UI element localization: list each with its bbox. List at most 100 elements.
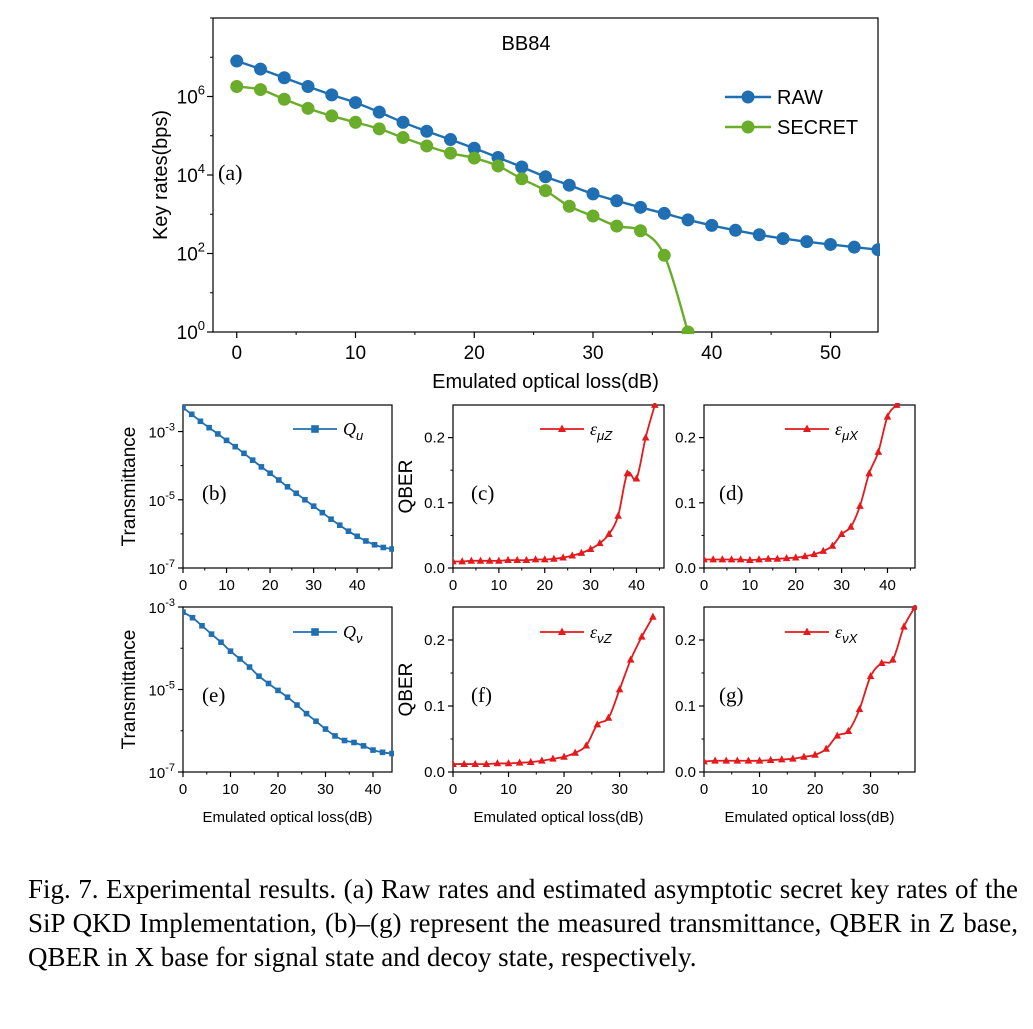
legend-label: RAW bbox=[777, 87, 823, 109]
data-point bbox=[396, 115, 410, 129]
legend-marker bbox=[311, 425, 319, 433]
legend-marker bbox=[558, 424, 566, 433]
series-raw bbox=[230, 54, 880, 257]
data-point bbox=[562, 178, 576, 192]
data-point bbox=[871, 243, 880, 257]
data-point bbox=[856, 501, 864, 509]
series-line bbox=[704, 403, 901, 562]
data-point bbox=[559, 553, 567, 561]
data-point bbox=[310, 503, 317, 509]
data-point bbox=[319, 509, 326, 516]
data-point bbox=[705, 218, 719, 232]
data-point bbox=[420, 139, 434, 153]
x-tick-label: 10 bbox=[491, 577, 508, 594]
x-tick-label: 10 bbox=[751, 781, 768, 798]
panel-label: (e) bbox=[202, 683, 225, 707]
data-point bbox=[227, 648, 234, 654]
x-tick-label: 20 bbox=[787, 577, 804, 594]
data-point bbox=[301, 101, 315, 115]
x-tick-label: 30 bbox=[582, 343, 603, 364]
data-point bbox=[729, 223, 742, 237]
data-point bbox=[822, 744, 830, 752]
data-point bbox=[336, 522, 343, 528]
data-point bbox=[892, 403, 901, 408]
data-point bbox=[604, 713, 613, 721]
panel-label: (b) bbox=[202, 481, 227, 505]
data-point bbox=[467, 556, 476, 564]
y-tick-label: 0.1 bbox=[675, 495, 696, 512]
data-point bbox=[877, 658, 886, 666]
x-tick-label: 40 bbox=[701, 343, 722, 364]
data-point bbox=[681, 325, 695, 334]
data-point bbox=[246, 664, 253, 670]
data-point bbox=[275, 687, 281, 694]
data-point bbox=[586, 544, 595, 552]
data-point bbox=[874, 447, 883, 455]
data-point bbox=[284, 484, 291, 490]
data-point bbox=[614, 511, 622, 519]
legend-label: Qu bbox=[343, 419, 363, 443]
y-tick-label: 10-3 bbox=[149, 597, 175, 617]
figure-caption: Fig. 7. Experimental results. (a) Raw ra… bbox=[28, 874, 1018, 972]
series-c bbox=[453, 403, 659, 565]
data-point bbox=[531, 555, 540, 563]
data-point bbox=[493, 759, 502, 767]
panel-label: (c) bbox=[471, 481, 494, 505]
data-point bbox=[582, 741, 591, 749]
data-point bbox=[828, 541, 837, 549]
data-point bbox=[883, 412, 892, 420]
data-point bbox=[837, 529, 846, 537]
data-point bbox=[615, 685, 624, 693]
x-tick-label: 40 bbox=[349, 577, 366, 594]
x-tick-label: 20 bbox=[464, 343, 485, 364]
x-tick-label: 10 bbox=[500, 781, 517, 798]
data-point bbox=[254, 62, 267, 76]
y-tick-label: 0.2 bbox=[675, 430, 696, 447]
data-point bbox=[254, 83, 267, 97]
x-tick-label: 30 bbox=[317, 781, 334, 798]
panel-label: (a) bbox=[218, 160, 242, 185]
data-point bbox=[746, 555, 754, 564]
data-point bbox=[351, 739, 357, 746]
data-point bbox=[223, 437, 230, 444]
panel-g: 0 10 20 30 0.0 0.1 0.2 Emulated optical loss(dB… bbox=[675, 605, 917, 826]
legend-label: Qν bbox=[343, 622, 363, 646]
data-point bbox=[764, 554, 772, 562]
data-point bbox=[610, 194, 624, 208]
data-point bbox=[889, 655, 897, 663]
x-tick-label: 0 bbox=[179, 577, 187, 594]
data-point bbox=[596, 538, 604, 547]
x-tick-label: 40 bbox=[879, 577, 896, 594]
data-point bbox=[482, 759, 491, 767]
data-point bbox=[571, 748, 579, 756]
x-tick-label: 20 bbox=[536, 577, 553, 594]
data-point bbox=[249, 457, 256, 463]
data-point bbox=[183, 404, 186, 411]
data-point bbox=[526, 757, 535, 765]
series-line bbox=[236, 59, 879, 251]
data-point bbox=[293, 490, 300, 497]
data-point bbox=[396, 131, 410, 145]
y-tick-label: 0.1 bbox=[424, 495, 445, 512]
data-point bbox=[711, 756, 719, 764]
x-tick-label: 0 bbox=[700, 781, 708, 798]
data-point bbox=[718, 555, 727, 563]
data-point bbox=[230, 79, 244, 93]
y-axis-label: Transmittance bbox=[119, 427, 140, 547]
data-point bbox=[349, 115, 362, 129]
y-tick-label: 10-7 bbox=[149, 558, 175, 578]
data-point bbox=[562, 199, 576, 213]
y-axis-label: QBER bbox=[396, 460, 417, 514]
y-tick-label: 100 bbox=[177, 318, 205, 344]
data-point bbox=[197, 418, 204, 425]
data-point bbox=[491, 159, 505, 173]
data-point bbox=[847, 522, 855, 530]
y-tick-label: 10-7 bbox=[149, 762, 175, 782]
data-point bbox=[354, 533, 360, 540]
data-point bbox=[777, 755, 786, 763]
data-point bbox=[766, 755, 775, 763]
data-point bbox=[704, 555, 708, 563]
x-tick-label: 20 bbox=[807, 781, 824, 798]
data-point bbox=[549, 754, 557, 762]
